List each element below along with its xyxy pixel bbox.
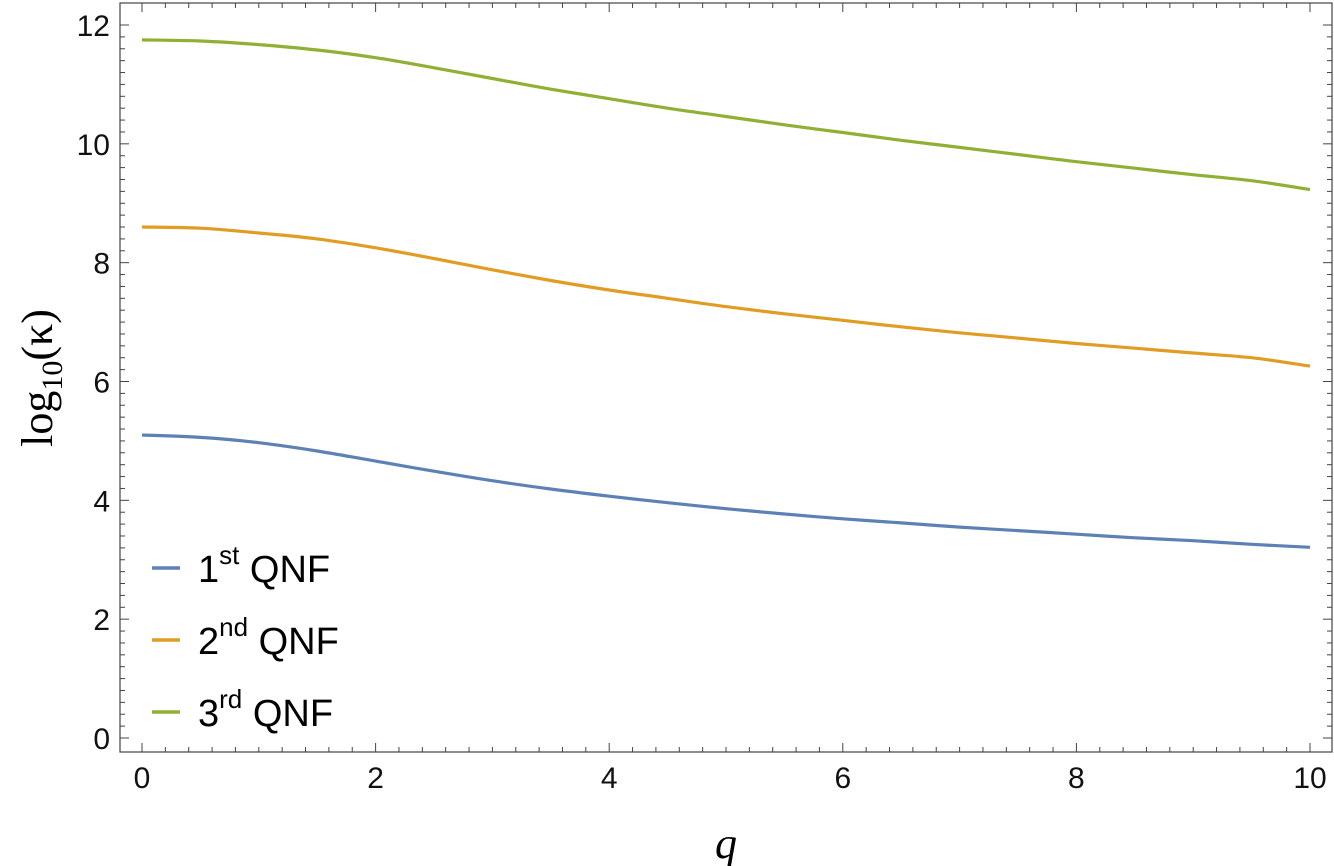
legend: 1st QNF 2nd QNF 3rd QNF bbox=[152, 540, 339, 735]
series-line-1 bbox=[141, 433, 1311, 549]
legend-label-2: 2nd QNF bbox=[198, 612, 339, 663]
y-axis-title-base: log bbox=[13, 391, 62, 447]
x-tick-label: 8 bbox=[1068, 762, 1085, 795]
y-tick-label: 8 bbox=[93, 248, 110, 281]
y-axis-title-argument: (κ) bbox=[13, 309, 62, 360]
x-tick-label: 10 bbox=[1293, 762, 1326, 795]
series-lines bbox=[141, 38, 1311, 549]
y-axis-title-subscript: 10 bbox=[36, 361, 69, 391]
x-tick-label: 2 bbox=[367, 762, 384, 795]
legend-label-3: 3rd QNF bbox=[198, 684, 333, 735]
y-tick-label: 4 bbox=[93, 485, 110, 518]
x-tick-label: 4 bbox=[601, 762, 618, 795]
y-tick-label: 0 bbox=[93, 723, 110, 756]
series-line-3 bbox=[141, 38, 1311, 192]
y-tick-label: 10 bbox=[77, 129, 110, 162]
x-tick-label: 0 bbox=[134, 762, 151, 795]
x-tick-label: 6 bbox=[834, 762, 851, 795]
axis-ticks: 0 2 4 6 8 10 0 2 4 6 8 10 12 bbox=[77, 3, 1332, 795]
series-line-2 bbox=[141, 225, 1311, 368]
y-axis-title: log10(κ) bbox=[13, 309, 69, 447]
y-tick-label: 2 bbox=[93, 604, 110, 637]
x-axis-title: q bbox=[715, 819, 737, 866]
legend-label-1: 1st QNF bbox=[198, 540, 330, 591]
y-tick-label: 12 bbox=[77, 10, 110, 43]
y-tick-label: 6 bbox=[93, 367, 110, 400]
